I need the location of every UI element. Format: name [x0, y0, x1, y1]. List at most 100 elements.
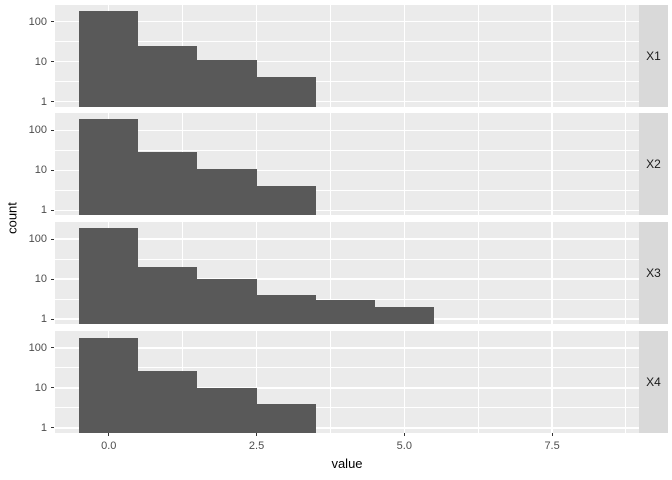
y-axis-tick — [51, 427, 54, 429]
x-axis-tick — [256, 432, 258, 436]
x-tick-label: 2.5 — [248, 439, 265, 452]
y-tick-label: 100 — [28, 233, 47, 246]
facet-strip-x2: X2 — [639, 113, 668, 216]
y-tick-label: 100 — [28, 124, 47, 137]
facet-strip-x1: X1 — [639, 4, 668, 107]
histogram-bar — [374, 307, 434, 325]
histogram-bar — [197, 279, 257, 325]
x-axis-title: value — [331, 456, 363, 471]
histogram-bar — [138, 45, 198, 107]
y-major-gridline — [55, 129, 639, 131]
x-major-gridline — [255, 113, 258, 216]
x-minor-gridline — [625, 330, 627, 433]
facet-strip-label: X3 — [646, 266, 661, 281]
histogram-bar — [256, 186, 316, 216]
y-tick-label: 100 — [28, 15, 47, 28]
y-major-gridline — [55, 100, 639, 103]
x-minor-gridline — [329, 113, 331, 216]
x-minor-gridline — [477, 330, 479, 433]
y-major-gridline — [55, 20, 639, 23]
x-minor-gridline — [477, 222, 479, 325]
x-major-gridline — [403, 113, 406, 216]
histogram-bar — [79, 227, 139, 325]
histogram-bar — [256, 295, 316, 325]
histogram-bar — [79, 119, 139, 216]
histogram-bar — [197, 168, 257, 216]
y-minor-gridline — [55, 258, 639, 260]
y-tick-label: 10 — [34, 273, 47, 286]
x-major-gridline — [551, 113, 553, 216]
y-major-gridline — [55, 278, 639, 280]
histogram-bar — [256, 403, 316, 433]
y-major-gridline — [55, 60, 639, 63]
facet-panel-x4 — [55, 330, 639, 433]
x-minor-gridline — [329, 330, 331, 433]
x-minor-gridline — [625, 4, 627, 107]
y-tick-label: 1 — [40, 313, 47, 326]
facet-strip-label: X4 — [646, 374, 661, 389]
x-minor-gridline — [477, 4, 479, 107]
y-tick-label: 10 — [34, 164, 47, 177]
x-major-gridline — [551, 330, 553, 433]
y-axis-tick — [51, 129, 54, 131]
y-tick-label: 10 — [34, 381, 47, 394]
y-axis-tick — [51, 21, 54, 22]
y-axis-tick — [51, 61, 54, 62]
histogram-bar — [79, 337, 139, 433]
facet-strip-label: X2 — [646, 157, 661, 172]
histogram-bar — [138, 370, 198, 433]
facet-panel-x1 — [55, 4, 639, 107]
y-major-gridline — [55, 347, 639, 349]
x-tick-label: 5.0 — [396, 439, 412, 452]
y-major-gridline — [55, 387, 639, 389]
x-axis-tick — [108, 432, 110, 436]
y-tick-label: 1 — [40, 204, 47, 217]
y-axis-tick — [51, 169, 54, 171]
facet-strip-x4: X4 — [639, 330, 668, 433]
y-axis-tick — [51, 318, 54, 320]
y-tick-label: 1 — [40, 95, 47, 108]
y-axis-tick — [51, 347, 54, 349]
y-minor-gridline — [55, 189, 639, 191]
y-major-gridline — [55, 238, 639, 240]
x-major-gridline — [403, 330, 406, 433]
y-tick-label: 1 — [40, 421, 47, 434]
x-major-gridline — [403, 222, 406, 325]
histogram-bar — [138, 152, 198, 216]
y-major-gridline — [55, 169, 639, 171]
x-tick-label: 7.5 — [544, 439, 560, 452]
facet-panel-x2 — [55, 113, 639, 216]
y-major-gridline — [55, 209, 639, 211]
x-major-gridline — [551, 222, 553, 325]
y-axis-tick — [51, 101, 54, 102]
x-major-gridline — [403, 4, 406, 107]
x-major-gridline — [551, 4, 553, 107]
y-minor-gridline — [55, 41, 639, 42]
histogram-bar — [79, 11, 139, 107]
histogram-bar — [197, 59, 257, 107]
x-major-gridline — [255, 4, 258, 107]
x-major-gridline — [255, 222, 258, 325]
y-major-gridline — [55, 427, 639, 429]
x-minor-gridline — [329, 222, 331, 325]
x-minor-gridline — [477, 113, 479, 216]
histogram-bar — [138, 267, 198, 325]
facet-panel-x3 — [55, 222, 639, 325]
x-major-gridline — [255, 330, 258, 433]
y-minor-gridline — [55, 407, 639, 409]
y-axis-tick — [51, 209, 54, 211]
y-tick-label: 10 — [34, 55, 47, 68]
x-minor-gridline — [625, 222, 627, 325]
y-minor-gridline — [55, 298, 639, 300]
y-axis-tick — [51, 278, 54, 280]
y-minor-gridline — [55, 81, 639, 82]
y-axis-tick — [51, 387, 54, 389]
x-minor-gridline — [625, 113, 627, 216]
y-minor-gridline — [55, 149, 639, 151]
x-minor-gridline — [329, 4, 331, 107]
y-tick-label: 100 — [28, 341, 47, 354]
facet-strip-label: X1 — [646, 48, 661, 63]
x-axis-tick — [551, 432, 553, 436]
histogram-bar — [256, 77, 316, 107]
